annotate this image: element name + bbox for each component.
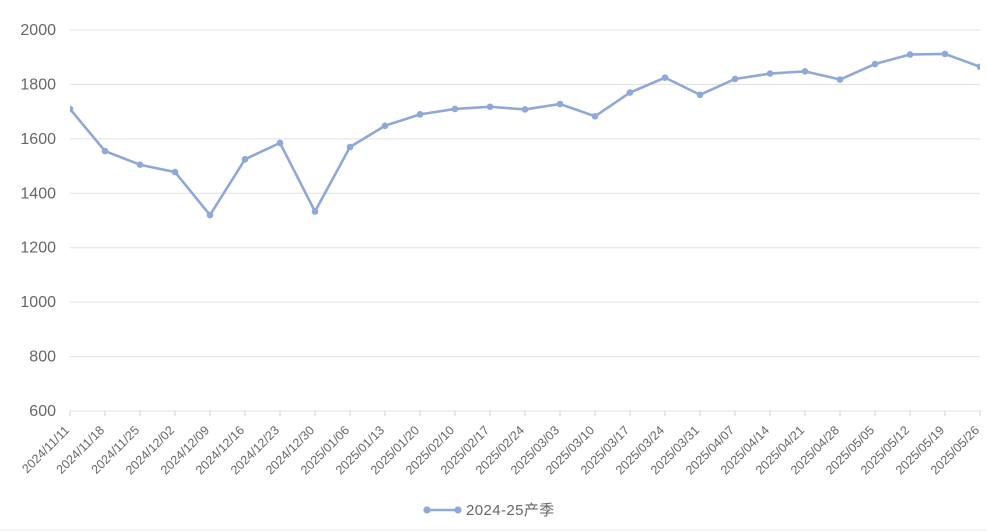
svg-text:1000: 1000 [20, 294, 56, 311]
svg-text:2024-25产季: 2024-25产季 [466, 502, 555, 519]
svg-text:1400: 1400 [20, 185, 56, 202]
svg-text:1200: 1200 [20, 240, 56, 257]
svg-text:800: 800 [29, 349, 56, 366]
svg-text:2000: 2000 [20, 22, 56, 39]
svg-text:1800: 1800 [20, 76, 56, 93]
svg-text:1600: 1600 [20, 131, 56, 148]
svg-text:600: 600 [29, 403, 56, 420]
